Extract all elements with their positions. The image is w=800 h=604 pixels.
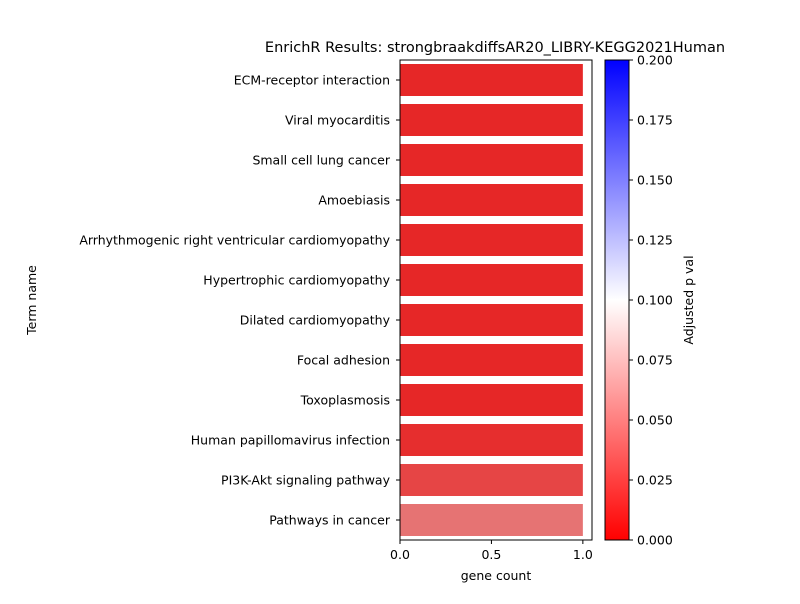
bar-11	[400, 504, 583, 536]
bars-group	[400, 64, 583, 536]
colorbar-tick-label-7: 0.175	[637, 113, 673, 128]
y-tick-label-3: Amoebiasis	[318, 193, 390, 208]
bar-0	[400, 64, 583, 96]
bar-7	[400, 344, 583, 376]
colorbar-tick-label-2: 0.050	[637, 413, 673, 428]
y-tick-label-0: ECM-receptor interaction	[234, 73, 390, 88]
bar-2	[400, 144, 583, 176]
colorbar-tick-label-6: 0.150	[637, 173, 673, 188]
y-tick-label-6: Dilated cardiomyopathy	[240, 313, 391, 328]
y-tick-label-7: Focal adhesion	[297, 353, 390, 368]
colorbar: 0.000 0.025 0.050 0.075 0.100 0.125 0.150 0.175…	[604, 53, 696, 548]
colorbar-gradient	[604, 59, 630, 541]
y-axis-label: Term name	[24, 265, 39, 336]
y-tick-labels: ECM-receptor interaction Viral myocarditi…	[79, 73, 400, 528]
y-tick-label-1: Viral myocarditis	[285, 113, 390, 128]
y-tick-label-11: Pathways in cancer	[269, 513, 391, 528]
bar-6	[400, 304, 583, 336]
colorbar-ticks: 0.000 0.025 0.050 0.075 0.100 0.125 0.150 0.175…	[629, 53, 673, 548]
x-axis-label: gene count	[461, 568, 532, 583]
y-tick-label-10: PI3K-Akt signaling pathway	[221, 473, 391, 488]
colorbar-tick-label-4: 0.100	[637, 293, 673, 308]
x-tick-label-0: 0.0	[390, 547, 410, 562]
colorbar-tick-label-5: 0.125	[637, 233, 673, 248]
bar-10	[400, 464, 583, 496]
chart-title: EnrichR Results: strongbraakdiffsAR20_LI…	[265, 40, 725, 56]
y-tick-label-5: Hypertrophic cardiomyopathy	[203, 273, 390, 288]
bar-3	[400, 184, 583, 216]
colorbar-tick-label-3: 0.075	[637, 353, 673, 368]
x-tick-label-2: 1.0	[573, 547, 593, 562]
bar-1	[400, 104, 583, 136]
y-tick-label-4: Arrhythmogenic right ventricular cardiom…	[79, 233, 390, 248]
y-tick-label-2: Small cell lung cancer	[252, 153, 390, 168]
bar-4	[400, 224, 583, 256]
axes-frame	[399, 59, 593, 541]
y-tick-label-8: Toxoplasmosis	[300, 393, 390, 408]
colorbar-label: Adjusted p val	[681, 255, 696, 344]
bar-9	[400, 424, 583, 456]
x-axis: 0.0 0.5 1.0	[390, 540, 593, 562]
colorbar-tick-label-8: 0.200	[637, 53, 673, 68]
bar-5	[400, 264, 583, 296]
x-tick-label-1: 0.5	[481, 547, 501, 562]
y-tick-label-9: Human papillomavirus infection	[191, 433, 390, 448]
colorbar-tick-label-1: 0.025	[637, 473, 673, 488]
colorbar-tick-label-0: 0.000	[637, 533, 673, 548]
bar-8	[400, 384, 583, 416]
